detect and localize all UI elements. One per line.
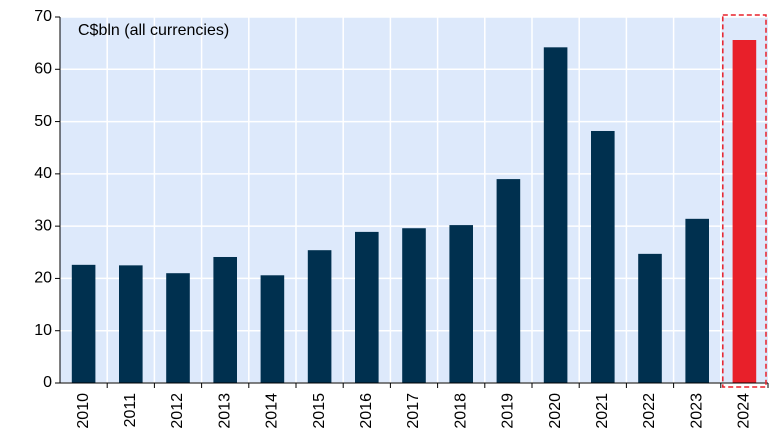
x-tick-label: 2017 <box>405 393 422 429</box>
bar <box>71 264 96 383</box>
y-tick-label: 40 <box>34 165 52 182</box>
bar <box>307 250 332 383</box>
y-tick-label: 30 <box>34 217 52 234</box>
bar <box>355 231 379 383</box>
x-tick-label: 2018 <box>452 393 469 429</box>
x-tick-label: 2022 <box>641 393 658 429</box>
x-tick-label: 2011 <box>122 393 139 428</box>
bar <box>260 275 285 383</box>
y-tick-label: 20 <box>34 270 52 287</box>
x-tick-label: 2024 <box>736 393 753 429</box>
x-tick-label: 2012 <box>169 393 186 429</box>
x-tick-label: 2016 <box>358 393 375 429</box>
y-tick-label: 10 <box>34 322 52 339</box>
bar <box>119 265 143 383</box>
x-tick-label: 2013 <box>216 393 233 429</box>
y-tick-label: 60 <box>34 61 52 78</box>
bar <box>638 253 662 383</box>
x-tick-label: 2014 <box>264 393 281 429</box>
bar <box>591 130 615 383</box>
bar <box>166 273 190 383</box>
x-tick-label: 2020 <box>547 393 564 429</box>
x-tick-label: 2019 <box>500 393 517 429</box>
bar <box>732 40 757 384</box>
y-tick-label: 50 <box>34 113 52 130</box>
bar <box>496 179 521 383</box>
x-tick-label: 2021 <box>594 393 611 429</box>
y-tick-label: 70 <box>34 8 52 25</box>
x-tick-label: 2015 <box>311 393 328 429</box>
bar <box>543 47 568 383</box>
bar <box>449 225 473 383</box>
bar <box>685 218 709 383</box>
y-tick-label: 0 <box>43 374 52 391</box>
annotation: C$bln (all currencies) <box>78 22 229 39</box>
highlight-box <box>722 14 767 388</box>
x-tick-label: 2010 <box>75 393 92 429</box>
bar <box>213 256 237 383</box>
bar <box>402 228 426 383</box>
x-tick-label: 2023 <box>688 393 705 429</box>
